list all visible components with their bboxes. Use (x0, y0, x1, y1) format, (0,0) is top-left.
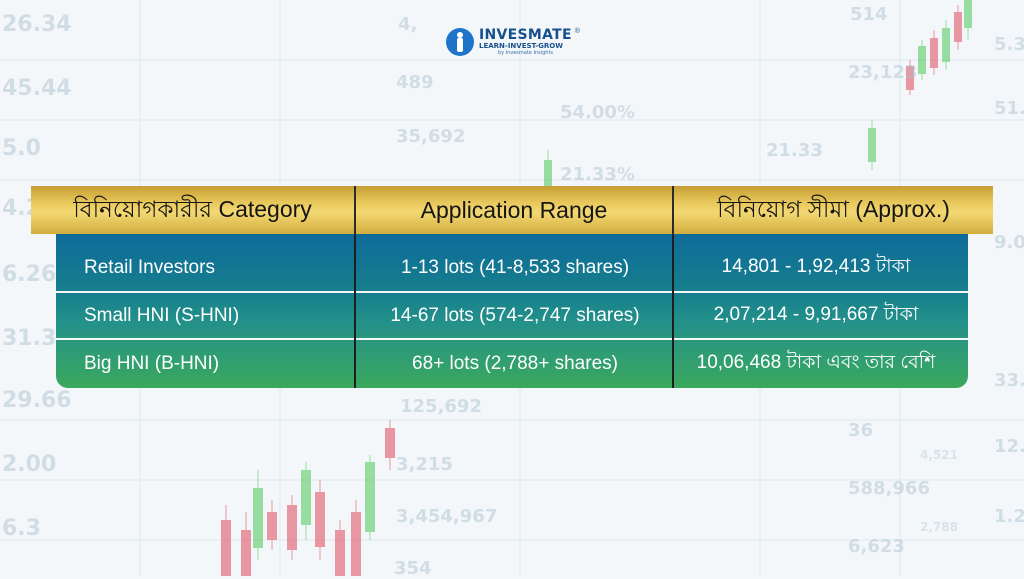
table-row: Small HNI (S-HNI) 14-67 lots (574-2,747 … (56, 293, 968, 339)
invesmate-logo: INVESMATE ® LEARN-INVEST-GROW by Invesma… (446, 26, 580, 58)
cell-category: Small HNI (S-HNI) (84, 305, 240, 326)
logo-tagline: LEARN-INVEST-GROW (479, 42, 563, 50)
bg-number: 588,966 (848, 478, 930, 499)
header-investment-limit: বিনিয়োগ সীমা (Approx.) (717, 195, 950, 222)
bg-number: 3,454,967 (396, 506, 498, 527)
cell-range: 68+ lots (2,788+ shares) (412, 353, 618, 374)
bg-number: 5.0 (2, 136, 41, 161)
bg-number: 2.00 (2, 452, 57, 477)
bg-number: 1.25 (994, 506, 1024, 527)
bg-number: 354 (394, 558, 432, 579)
bg-number: 35,692 (396, 126, 466, 147)
bg-number: 21.33 (766, 140, 823, 161)
logo-name: INVESMATE (479, 27, 572, 43)
cell-category: Big HNI (B-HNI) (84, 353, 220, 374)
table-row: Big HNI (B-HNI) 68+ lots (2,788+ shares)… (56, 340, 968, 388)
header-category: বিনিয়োগকারীর Category (31, 186, 356, 234)
bg-number: 489 (396, 72, 434, 93)
row-divider (56, 338, 968, 340)
cell-limit: 14,801 - 1,92,413 টাকা (721, 256, 911, 277)
column-divider (672, 234, 674, 388)
bg-number: 51.2 (994, 98, 1024, 119)
bg-number: 6.3 (2, 516, 41, 541)
cell-range: 14-67 lots (574-2,747 shares) (390, 305, 640, 326)
bg-number: 12.2 (994, 436, 1024, 457)
info-icon (446, 28, 474, 56)
bg-number: 26.34 (2, 12, 72, 37)
bg-number: 23,123 (848, 62, 918, 83)
candlestick-decoration-right (544, 0, 972, 200)
bg-number: 4, (398, 14, 418, 35)
bg-number: 514 (850, 4, 888, 25)
bg-number: 33.0 (994, 370, 1024, 391)
column-divider (354, 234, 356, 388)
registered-mark: ® (574, 28, 580, 35)
table-body: Retail Investors 1-13 lots (41-8,533 sha… (56, 234, 968, 388)
logo-byline: by Invesmate Insights (497, 50, 554, 56)
candlestick-decoration (221, 420, 395, 576)
bg-number: 45.44 (2, 76, 72, 101)
header-application-range: Application Range (356, 186, 674, 234)
bg-number: 21.33% (560, 164, 635, 185)
cell-category: Retail Investors (84, 257, 215, 278)
bg-number: 6.26 (2, 262, 57, 287)
bg-number: 36 (848, 420, 874, 441)
bg-number: 3,215 (396, 454, 453, 475)
table-header: বিনিয়োগকারীর Category Application Range… (31, 186, 993, 234)
bg-number: 31.3 (2, 326, 57, 351)
bg-number: 4,521 (920, 448, 958, 462)
table-row: Retail Investors 1-13 lots (41-8,533 sha… (56, 244, 968, 292)
cell-limit: 2,07,214 - 9,91,667 টাকা (713, 304, 919, 325)
bg-number: 6,623 (848, 536, 905, 557)
bg-number: 54.00% (560, 102, 635, 123)
bg-number: 29.66 (2, 388, 72, 413)
bg-number: 9.02 (994, 232, 1024, 253)
cell-limit: 10,06,468 টাকা এবং তার বেশি (696, 352, 936, 373)
bg-number: 5.35 (994, 34, 1024, 55)
row-divider (56, 291, 968, 293)
bg-number: 2,788 (920, 520, 958, 534)
cell-range: 1-13 lots (41-8,533 shares) (400, 257, 630, 278)
bg-number: 125,692 (400, 396, 482, 417)
